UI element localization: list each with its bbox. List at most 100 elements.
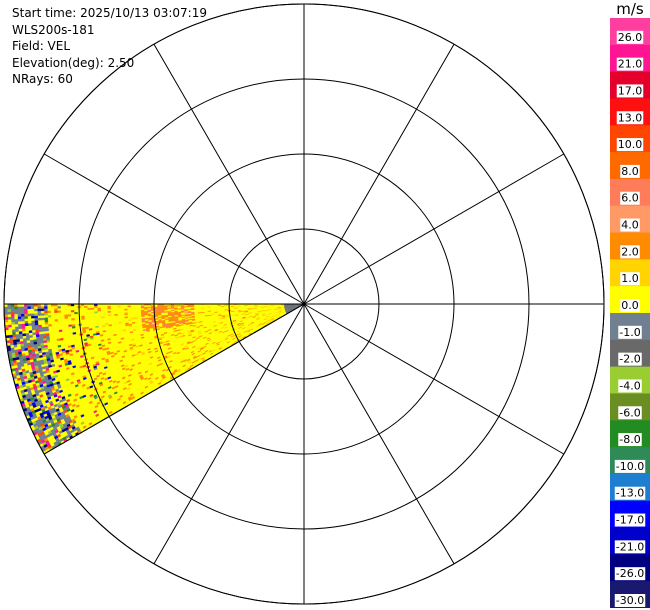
velocity-gate [107, 312, 112, 315]
velocity-gate [14, 326, 19, 330]
velocity-gate [17, 323, 22, 327]
velocity-gate [80, 315, 85, 318]
velocity-gate [97, 312, 102, 315]
velocity-gate [21, 325, 26, 329]
velocity-gate [47, 321, 52, 325]
velocity-gate [104, 312, 108, 315]
velocity-gate [27, 322, 32, 326]
velocity-gate [24, 315, 28, 319]
field-label: Field: VEL [12, 39, 71, 53]
velocity-gate [94, 314, 98, 317]
velocity-gate [84, 315, 88, 318]
velocity-gate [57, 316, 62, 320]
velocity-gate [11, 331, 16, 335]
ppi-plot [3, 3, 605, 605]
velocity-gate [17, 318, 22, 322]
velocity-gate [94, 312, 98, 316]
velocity-gate [60, 318, 65, 322]
velocity-gate [70, 317, 75, 321]
velocity-gate [54, 314, 58, 318]
velocity-gate [8, 326, 12, 331]
velocity-gate [8, 329, 13, 333]
velocity-gate [50, 314, 55, 318]
velocity-gate [47, 323, 52, 327]
velocity-gate [34, 320, 39, 323]
velocity-gate [50, 319, 55, 322]
velocity-gate [70, 315, 75, 319]
velocity-gate [20, 316, 25, 319]
velocity-gate [41, 321, 45, 325]
velocity-gate [31, 322, 35, 326]
velocity-gate [84, 313, 88, 316]
velocity-gate [74, 315, 78, 319]
velocity-gate [44, 321, 49, 325]
velocity-gate [54, 321, 59, 324]
velocity-gate [54, 318, 59, 322]
velocity-gate [24, 327, 29, 332]
instrument-label: WLS200s-181 [12, 22, 95, 37]
velocity-gate [87, 313, 92, 316]
velocity-gate [74, 317, 79, 321]
velocity-gate [30, 315, 35, 319]
velocity-gate [57, 314, 62, 318]
velocity-gate [40, 315, 45, 318]
velocity-gate [57, 318, 62, 322]
velocity-gate [37, 315, 42, 319]
velocity-gate [47, 319, 52, 323]
velocity-gate [50, 316, 55, 320]
velocity-gate [110, 312, 115, 315]
velocity-gate [41, 319, 45, 323]
velocity-gate [11, 324, 16, 328]
velocity-gate [90, 314, 95, 318]
velocity-gate [67, 316, 72, 319]
velocity-gate [70, 313, 75, 317]
velocity-gate [21, 323, 26, 327]
velocity-gate [28, 327, 33, 331]
nrays-label: NRays: 60 [12, 72, 73, 86]
velocity-gate [14, 316, 18, 320]
velocity-sector [4, 303, 305, 455]
velocity-gate [44, 317, 48, 321]
velocity-gate [24, 318, 29, 322]
velocity-gate [67, 314, 72, 317]
velocity-gate [64, 314, 68, 317]
velocity-gate [24, 320, 29, 324]
velocity-gate [14, 328, 19, 332]
velocity-gate [18, 328, 23, 332]
velocity-gate [44, 319, 49, 323]
velocity-gate [27, 315, 32, 319]
velocity-gate [7, 321, 12, 325]
velocity-gate [100, 312, 105, 315]
velocity-gate [31, 327, 36, 331]
velocity-gate [14, 321, 19, 325]
velocity-gate [64, 316, 68, 319]
velocity-gate [8, 331, 13, 336]
velocity-gate [60, 316, 65, 320]
velocity-gate [37, 324, 42, 328]
velocity-gate [64, 318, 69, 321]
velocity-gate [15, 331, 20, 335]
velocity-gate [18, 330, 23, 335]
velocity-gate [34, 317, 38, 321]
velocity-gate [27, 318, 32, 322]
velocity-gate [60, 314, 65, 317]
velocity-gate [34, 315, 38, 319]
velocity-gate [64, 320, 69, 323]
velocity-gate [34, 322, 39, 326]
velocity-gate [18, 326, 22, 330]
velocity-gate [80, 313, 85, 316]
velocity-gate [34, 324, 39, 328]
velocity-gate [90, 313, 95, 316]
velocity-gate [51, 321, 55, 325]
velocity-gate [61, 320, 65, 324]
velocity-gate [17, 321, 22, 325]
velocity-gate [40, 317, 45, 321]
velocity-gate [14, 323, 19, 327]
velocity-gate [7, 316, 12, 320]
start-time-label: Start time: 2025/10/13 03:07:19 [12, 6, 207, 20]
velocity-gate [14, 318, 19, 322]
velocity-gate [57, 320, 62, 324]
velocity-gate [21, 328, 26, 332]
velocity-gate [30, 317, 35, 321]
velocity-gate [67, 318, 72, 321]
